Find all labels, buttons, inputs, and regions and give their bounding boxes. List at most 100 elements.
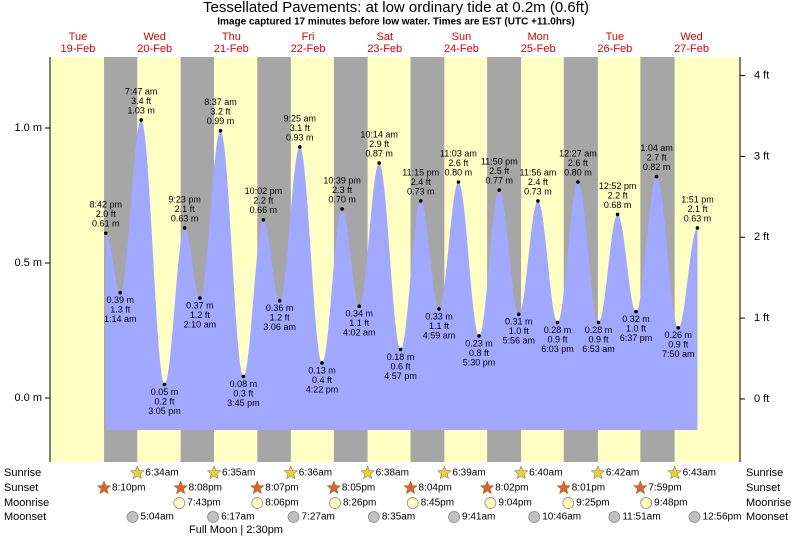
- moonset-icon: [367, 511, 380, 523]
- tide-label: 0.9 ft: [588, 334, 609, 344]
- date-label: 25-Feb: [521, 43, 556, 55]
- tide-label: 4:22 pm: [306, 384, 339, 394]
- moonrise-time: 9:48pm: [654, 498, 687, 509]
- tide-label: 11:50 pm: [481, 156, 518, 166]
- sunrise-time: 6:38am: [376, 468, 409, 479]
- tide-point: [418, 199, 423, 203]
- sunrise-time: 6:43am: [683, 468, 716, 479]
- weekday-label: Tue: [69, 31, 88, 43]
- tide-label: 0.66 m: [250, 205, 278, 215]
- tide-label: 2.2 ft: [253, 196, 274, 206]
- sunrise-time: 6:34am: [145, 468, 178, 479]
- tide-label: 1.03 m: [127, 105, 155, 115]
- sunrise-time: 6:40am: [529, 468, 562, 479]
- moon-phase-annotation: Full Moon | 2:30pm: [189, 524, 283, 536]
- tide-point: [398, 347, 403, 352]
- sunset-time: 8:01pm: [572, 483, 605, 494]
- weekday-label: Sun: [452, 31, 472, 43]
- tide-label: 0.34 m: [346, 309, 374, 319]
- sunset-icon: [479, 480, 495, 495]
- sunset-icon: [326, 480, 342, 495]
- tide-label: 0.36 m: [266, 303, 294, 313]
- moonset-icon: [528, 511, 541, 523]
- tide-label: 1.0 ft: [509, 326, 530, 336]
- tide-label: 12:52 pm: [599, 181, 637, 191]
- tide-label: 0.73 m: [407, 186, 435, 196]
- tide-label: 0.61 m: [92, 219, 120, 229]
- sunrise-icon: [283, 465, 299, 480]
- tide-label: 10:39 pm: [323, 175, 361, 185]
- tide-point: [536, 199, 540, 203]
- moonrise-icon: [329, 497, 341, 509]
- moonset-time: 6:17am: [221, 512, 254, 523]
- moonset-time: 10:46am: [542, 512, 581, 523]
- tide-label: 7:50 am: [662, 349, 695, 359]
- tide-point: [555, 320, 560, 325]
- tide-label: 0.73 m: [524, 186, 552, 196]
- weekday-label: Wed: [143, 31, 165, 43]
- sunrise-icon: [513, 465, 529, 480]
- tide-point: [139, 118, 143, 122]
- tide-label: 2.4 ft: [528, 177, 549, 187]
- moonset-icon: [448, 511, 460, 523]
- tide-label: 0.08 m: [230, 379, 258, 389]
- moonset-time: 9:41am: [462, 512, 495, 523]
- tide-label: 2.0 ft: [96, 209, 117, 219]
- weekday-label: Mon: [527, 31, 548, 43]
- date-label: 24-Feb: [444, 43, 479, 55]
- moonrise-icon: [484, 497, 497, 509]
- tide-label: 0.87 m: [365, 148, 393, 158]
- moonset-time: 7:27am: [302, 512, 335, 523]
- tide-label: 0.80 m: [564, 167, 592, 177]
- tide-label: 2.3 ft: [332, 185, 353, 195]
- tide-label: 0.28 m: [544, 325, 572, 335]
- tide-point: [654, 174, 659, 179]
- tide-point: [357, 304, 362, 309]
- moonset-icon: [126, 511, 139, 523]
- tide-point: [182, 226, 187, 230]
- tide-label: 4:02 am: [343, 328, 376, 338]
- tide-label: 4:59 am: [423, 330, 456, 340]
- tide-label: 0.4 ft: [312, 375, 333, 385]
- tide-label: 0.23 m: [465, 338, 493, 348]
- date-label: 23-Feb: [367, 43, 402, 55]
- moonrise-time: 9:25pm: [576, 498, 609, 509]
- moonrise-time: 9:04pm: [498, 498, 531, 509]
- tide-label: 0.6 ft: [391, 361, 412, 371]
- tide-label: 0.2 ft: [154, 396, 175, 406]
- sunset-time: 8:07pm: [265, 483, 298, 494]
- tide-label: 2.6 ft: [448, 158, 469, 168]
- tide-label: 0.05 m: [151, 387, 179, 397]
- tide-point: [277, 299, 282, 303]
- tide-label: 0.39 m: [106, 295, 134, 305]
- tide-label: 8:42 pm: [89, 200, 122, 210]
- tide-point: [103, 231, 108, 236]
- tide-label: 0.28 m: [585, 325, 613, 335]
- chart-title: Tessellated Pavements: at low ordinary t…: [203, 0, 589, 16]
- tide-point: [676, 326, 681, 330]
- sunset-time: 8:10pm: [112, 483, 145, 494]
- tide-label: 0.26 m: [664, 330, 692, 340]
- tide-point: [437, 307, 441, 311]
- moonset-icon: [688, 511, 701, 523]
- sunrise-icon: [667, 465, 682, 480]
- tide-point: [456, 180, 461, 184]
- row-label: Sunrise: [746, 467, 783, 479]
- tide-label: 10:14 am: [360, 129, 398, 139]
- y-tick-label: 0.5 m: [14, 257, 42, 269]
- tide-point: [477, 334, 481, 338]
- moonrise-time: 7:43pm: [187, 498, 220, 509]
- tide-label: 0.63 m: [171, 213, 199, 223]
- tide-point: [634, 309, 638, 314]
- date-label: 26-Feb: [597, 43, 632, 55]
- tide-label: 5:56 am: [502, 336, 535, 346]
- date-label: 21-Feb: [214, 43, 249, 55]
- moonrise-icon: [173, 497, 186, 509]
- sunrise-time: 6:42am: [606, 468, 639, 479]
- sunset-time: 8:05pm: [342, 483, 375, 494]
- tide-label: 3.4 ft: [131, 96, 152, 106]
- tide-label: 3.1 ft: [290, 123, 311, 133]
- date-label: 22-Feb: [291, 43, 326, 55]
- tide-label: 1.1 ft: [429, 321, 450, 331]
- sunrise-icon: [206, 465, 222, 480]
